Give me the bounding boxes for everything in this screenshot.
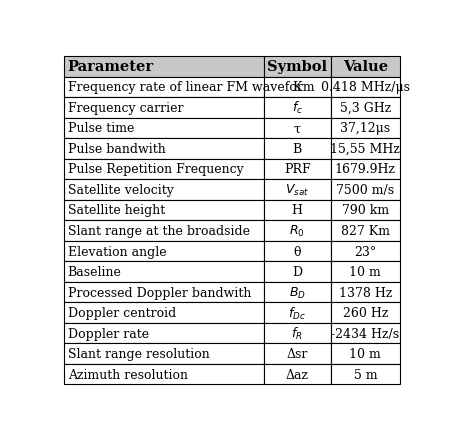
Text: Doppler centroid: Doppler centroid (68, 306, 175, 319)
Bar (330, 241, 399, 262)
Bar (263, 302, 330, 323)
Text: $\mathit{f}_c$: $\mathit{f}_c$ (291, 100, 302, 116)
Bar (330, 282, 399, 302)
Text: 827 Km: 827 Km (340, 224, 389, 237)
Text: 1679.9Hz: 1679.9Hz (334, 163, 395, 176)
Text: $\mathit{V}_{sat}$: $\mathit{V}_{sat}$ (285, 183, 308, 197)
Bar (63, 77, 263, 98)
Bar (330, 180, 399, 200)
Bar (263, 241, 330, 262)
Text: Azimuth resolution: Azimuth resolution (68, 368, 187, 381)
Bar (330, 344, 399, 364)
Text: θ: θ (293, 245, 300, 258)
Bar (330, 57, 399, 77)
Bar (263, 364, 330, 385)
Text: H: H (291, 204, 302, 217)
Bar (330, 323, 399, 344)
Text: $\mathit{B}_D$: $\mathit{B}_D$ (288, 285, 305, 300)
Bar (330, 98, 399, 118)
Bar (330, 77, 399, 98)
Bar (63, 323, 263, 344)
Text: Frequency rate of linear FM waveform: Frequency rate of linear FM waveform (68, 81, 313, 94)
Bar (263, 262, 330, 282)
Bar (63, 241, 263, 262)
Text: 10 m: 10 m (349, 266, 380, 279)
Bar (63, 139, 263, 159)
Text: Pulse time: Pulse time (68, 122, 134, 135)
Bar (263, 221, 330, 241)
Text: 5 m: 5 m (353, 368, 376, 381)
Bar (263, 282, 330, 302)
Text: Doppler rate: Doppler rate (68, 327, 148, 340)
Text: Δaz: Δaz (285, 368, 308, 381)
Bar (263, 139, 330, 159)
Text: 790 km: 790 km (341, 204, 388, 217)
Text: Pulse bandwith: Pulse bandwith (68, 143, 165, 155)
Bar (63, 98, 263, 118)
Bar (330, 139, 399, 159)
Text: Frequency carrier: Frequency carrier (68, 102, 183, 115)
Text: D: D (291, 266, 302, 279)
Bar (263, 344, 330, 364)
Bar (330, 302, 399, 323)
Bar (330, 364, 399, 385)
Bar (330, 118, 399, 139)
Text: Elevation angle: Elevation angle (68, 245, 166, 258)
Bar (330, 200, 399, 221)
Bar (63, 364, 263, 385)
Bar (63, 118, 263, 139)
Text: B: B (292, 143, 301, 155)
Bar (263, 77, 330, 98)
Text: Symbol: Symbol (267, 60, 327, 74)
Text: Slant range at the broadside: Slant range at the broadside (68, 224, 249, 237)
Bar (63, 57, 263, 77)
Text: Pulse Repetition Frequency: Pulse Repetition Frequency (68, 163, 243, 176)
Bar (263, 57, 330, 77)
Bar (263, 180, 330, 200)
Text: Satellite velocity: Satellite velocity (68, 184, 173, 197)
Bar (263, 98, 330, 118)
Text: PRF: PRF (283, 163, 310, 176)
Text: 23°: 23° (354, 245, 376, 258)
Bar (63, 344, 263, 364)
Text: $\mathit{R}_0$: $\mathit{R}_0$ (289, 224, 304, 239)
Text: $\mathit{f}_{R}$: $\mathit{f}_{R}$ (291, 326, 302, 342)
Bar (63, 262, 263, 282)
Text: τ: τ (293, 122, 300, 135)
Text: Satellite height: Satellite height (68, 204, 165, 217)
Text: $\mathit{f}_{Dc}$: $\mathit{f}_{Dc}$ (288, 305, 305, 321)
Text: Value: Value (342, 60, 387, 74)
Bar (263, 200, 330, 221)
Text: 10 m: 10 m (349, 347, 380, 360)
Bar (63, 282, 263, 302)
Bar (330, 262, 399, 282)
Bar (263, 323, 330, 344)
Text: 5,3 GHz: 5,3 GHz (339, 102, 390, 115)
Bar (63, 221, 263, 241)
Bar (63, 200, 263, 221)
Text: 37,12μs: 37,12μs (340, 122, 390, 135)
Text: Parameter: Parameter (68, 60, 153, 74)
Bar (263, 118, 330, 139)
Text: Baseline: Baseline (68, 266, 121, 279)
Text: 15,55 MHz: 15,55 MHz (330, 143, 400, 155)
Bar (63, 302, 263, 323)
Text: K: K (292, 81, 301, 94)
Bar (63, 180, 263, 200)
Text: 260 Hz: 260 Hz (342, 306, 387, 319)
Bar (63, 159, 263, 180)
Text: 7500 m/s: 7500 m/s (336, 184, 394, 197)
Text: -2434 Hz/s: -2434 Hz/s (331, 327, 399, 340)
Text: 1378 Hz: 1378 Hz (338, 286, 391, 299)
Text: Processed Doppler bandwith: Processed Doppler bandwith (68, 286, 250, 299)
Bar (263, 159, 330, 180)
Bar (330, 221, 399, 241)
Text: 0.418 MHz/μs: 0.418 MHz/μs (320, 81, 409, 94)
Bar (330, 159, 399, 180)
Text: Slant range resolution: Slant range resolution (68, 347, 209, 360)
Text: Δsr: Δsr (286, 347, 307, 360)
